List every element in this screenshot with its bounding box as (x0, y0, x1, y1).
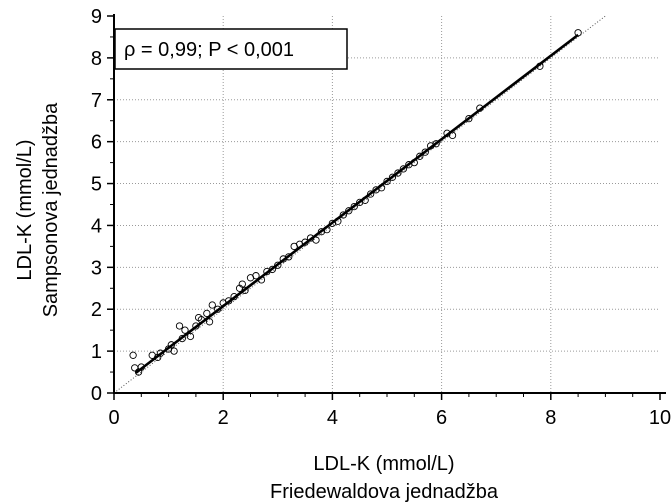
annotation-box: ρ = 0,99; P < 0,001 (114, 28, 348, 70)
y-tick-label-1: 1 (91, 341, 102, 363)
data-point-53 (388, 173, 397, 181)
identity-line (113, 15, 606, 394)
y-tick-label-6: 6 (91, 132, 102, 154)
y-tick-label-4: 4 (91, 215, 102, 237)
y-tick-label-5: 5 (91, 174, 102, 196)
y-axis-ticks: 0 1 2 3 4 5 6 7 8 9 (91, 6, 114, 405)
y-tick-label-2: 2 (91, 299, 102, 321)
data-point-0 (129, 351, 137, 359)
data-points (129, 29, 582, 376)
x-tick-label-1: 2 (218, 407, 229, 429)
data-point-55 (399, 165, 408, 173)
data-point-44 (339, 211, 347, 219)
y-axis-title-line-2: Sampsonova jednadžba (40, 102, 62, 317)
data-point-46 (350, 202, 358, 211)
y-tick-label-8: 8 (91, 48, 102, 70)
x-tick-label-0: 0 (108, 407, 119, 429)
data-point-64 (465, 114, 473, 123)
data-point-1 (131, 364, 139, 372)
annotation-text: ρ = 0,99; P < 0,001 (124, 39, 294, 61)
regression-line (135, 33, 579, 374)
data-point-54 (394, 169, 402, 177)
data-point-52 (383, 177, 391, 186)
y-tick-label-3: 3 (91, 257, 102, 279)
annotation-frame (114, 28, 348, 70)
data-point-39 (312, 236, 320, 244)
data-point-45 (345, 207, 353, 215)
data-point-10 (175, 322, 184, 330)
plot-frame (113, 14, 666, 394)
x-tick-label-4: 8 (545, 407, 556, 429)
data-point-18 (205, 318, 214, 326)
data-point-49 (366, 190, 375, 198)
data-point-59 (421, 148, 429, 156)
data-point-61 (432, 140, 440, 148)
data-point-19 (208, 301, 216, 309)
data-point-28 (252, 272, 260, 280)
identity-line-path (113, 15, 606, 394)
x-axis-title-line-2: Friedewaldova jednadžba (270, 481, 499, 503)
x-tick-label-5: 10 (649, 407, 671, 429)
data-point-25 (238, 280, 246, 288)
y-tick-label-9: 9 (91, 6, 102, 28)
y-axis-title-line-1: LDL-K (mmol/L) (14, 139, 36, 280)
x-axis-title-line-1: LDL-K (mmol/L) (313, 453, 454, 475)
data-point-58 (416, 152, 424, 160)
data-point-17 (203, 309, 211, 318)
data-point-9 (170, 347, 178, 355)
data-point-12 (181, 326, 189, 334)
x-axis-ticks: 0 2 4 6 8 10 (108, 393, 671, 429)
y-tick-label-7: 7 (91, 90, 102, 112)
y-tick-label-0: 0 (91, 383, 102, 405)
x-tick-label-3: 6 (436, 407, 447, 429)
grid-lines (114, 16, 660, 393)
x-tick-label-2: 4 (327, 407, 338, 429)
data-point-13 (186, 332, 195, 341)
regression-line-path (135, 33, 579, 374)
